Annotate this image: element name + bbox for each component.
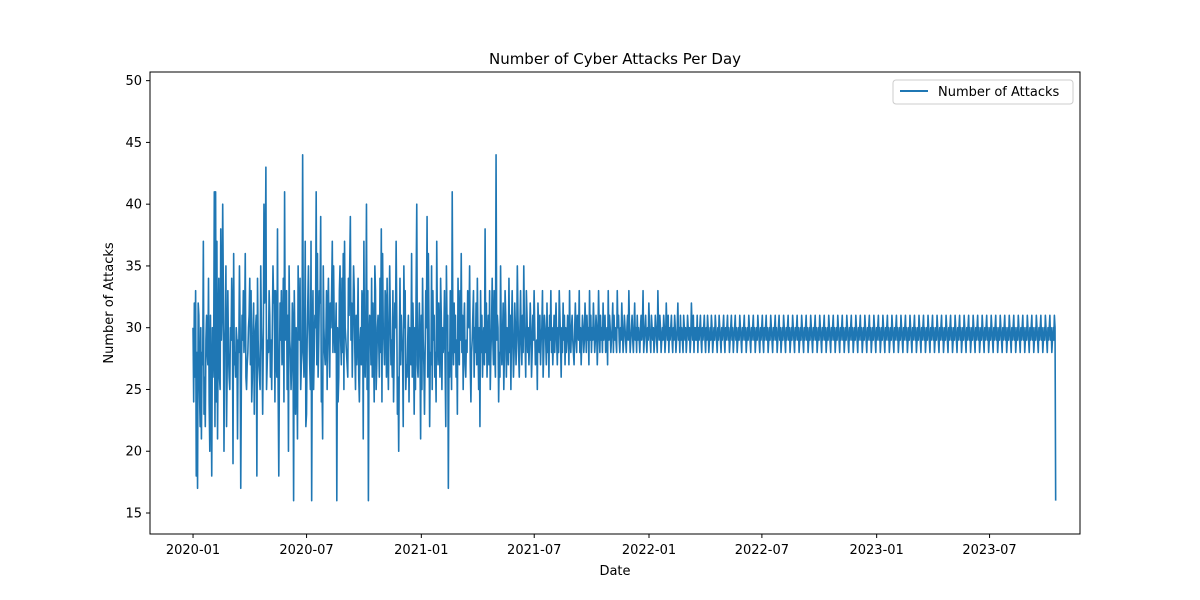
y-tick-label: 30 — [125, 321, 142, 336]
y-tick-label: 15 — [125, 507, 142, 522]
plot-area — [192, 153, 1057, 502]
x-tick-label: 2021-07 — [507, 543, 561, 558]
x-tick-label: 2020-01 — [166, 543, 220, 558]
chart-title: Number of Cyber Attacks Per Day — [489, 50, 741, 68]
legend-box — [892, 79, 1074, 105]
x-tick-label: 2023-07 — [962, 543, 1016, 558]
y-axis-label: Number of Attacks — [102, 242, 117, 364]
x-axis: 2020-01 2020-07 2021-01 2021-07 2022-01 2022-… — [166, 534, 1017, 558]
y-tick-label: 50 — [125, 74, 142, 89]
x-tick-label: 2020-07 — [279, 543, 333, 558]
x-tick-label: 2022-01 — [622, 543, 676, 558]
x-tick-label: 2021-01 — [394, 543, 448, 558]
y-tick-label: 20 — [125, 445, 142, 460]
plot-frame — [149, 71, 1081, 535]
y-tick-label: 45 — [125, 136, 142, 151]
legend: Number of Attacks — [892, 79, 1074, 105]
legend-label: Number of Attacks — [938, 85, 1060, 100]
x-tick-label: 2023-01 — [849, 543, 903, 558]
series-line-0 — [192, 153, 1057, 502]
y-tick-label: 25 — [125, 383, 142, 398]
y-tick-label: 35 — [125, 259, 142, 274]
x-axis-label: Date — [599, 564, 630, 579]
y-tick-label: 40 — [125, 198, 142, 213]
y-axis: 15 20 25 30 35 40 45 50 — [125, 74, 150, 522]
x-tick-label: 2022-07 — [735, 543, 789, 558]
